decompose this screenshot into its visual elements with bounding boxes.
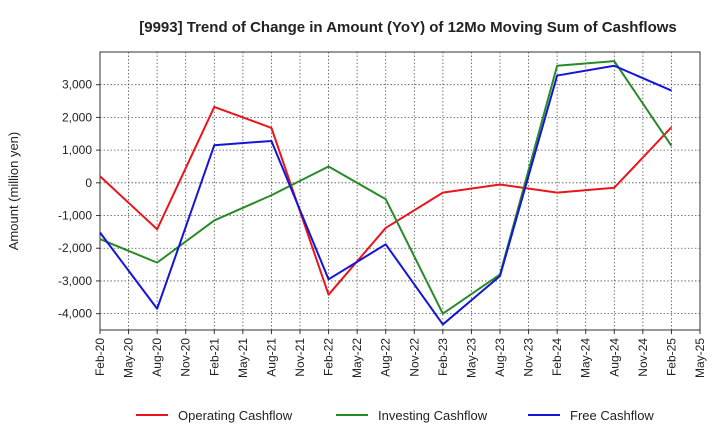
- legend: Operating Cashflow Investing Cashflow Free…: [136, 408, 654, 423]
- x-tick-label: Aug-20: [150, 338, 164, 377]
- x-tick-label: May-23: [464, 338, 478, 378]
- x-tick-label: May-21: [236, 338, 250, 378]
- y-tick-label: 2,000: [62, 110, 92, 124]
- x-tick-label: Feb-25: [664, 338, 678, 376]
- series-line-free-cashflow: [99, 64, 672, 326]
- x-tick-label: May-20: [122, 338, 136, 378]
- x-axis: Feb-20 May-20 Aug-20 Nov-20 Feb-21 May-21 Aug-…: [93, 330, 707, 378]
- legend-label-free-cashflow: Free Cashflow: [570, 408, 654, 423]
- x-tick-label: May-25: [693, 338, 707, 378]
- legend-label-operating-cashflow: Operating Cashflow: [178, 408, 293, 423]
- x-tick-label: Nov-23: [522, 338, 536, 377]
- chart-title: [9993] Trend of Change in Amount (YoY) o…: [139, 19, 677, 36]
- plot-frame: [99, 51, 701, 331]
- x-tick-label: Nov-20: [179, 338, 193, 377]
- y-tick-label: -1,000: [58, 209, 92, 223]
- x-tick-label: Nov-24: [636, 338, 650, 377]
- x-tick-label: Nov-22: [407, 338, 421, 377]
- x-tick-label: Aug-24: [607, 338, 621, 377]
- y-tick-label: -2,000: [58, 241, 92, 255]
- x-tick-label: Feb-21: [207, 338, 221, 376]
- x-tick-label: May-24: [579, 338, 593, 378]
- x-tick-label: Feb-23: [436, 338, 450, 376]
- series-line-operating-cashflow: [99, 105, 673, 296]
- series-line-investing-cashflow: [99, 60, 673, 315]
- x-tick-label: Aug-23: [493, 338, 507, 377]
- y-tick-label: 1,000: [62, 143, 92, 157]
- x-tick-label: Feb-20: [93, 338, 107, 376]
- y-tick-label: -4,000: [58, 307, 92, 321]
- y-tick-label: -3,000: [58, 274, 92, 288]
- legend-label-investing-cashflow: Investing Cashflow: [378, 408, 488, 423]
- y-axis: -4,000 -3,000 -2,000 -1,000 0 1,000 2,000 3,000: [58, 78, 100, 321]
- x-tick-label: May-22: [350, 338, 364, 378]
- grid: [99, 52, 701, 330]
- y-axis-label: Amount (million yen): [6, 132, 21, 251]
- y-tick-label: 0: [85, 176, 92, 190]
- series-group: [99, 60, 673, 326]
- x-tick-label: Aug-22: [379, 338, 393, 377]
- y-tick-label: 3,000: [62, 78, 92, 92]
- x-tick-label: Feb-22: [322, 338, 336, 376]
- x-tick-label: Nov-21: [293, 338, 307, 377]
- x-tick-label: Aug-21: [264, 338, 278, 377]
- x-tick-label: Feb-24: [550, 338, 564, 376]
